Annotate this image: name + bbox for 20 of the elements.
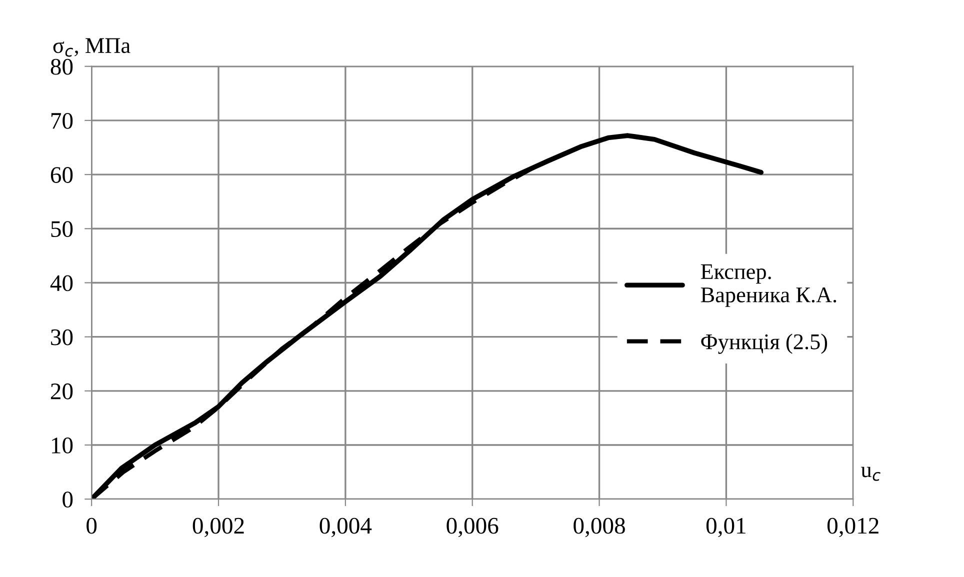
- legend-label: Експер. Вареника К.А.: [700, 264, 836, 307]
- x-tick-label: 0,01: [706, 518, 746, 538]
- y-tick-label: 30: [51, 329, 73, 346]
- x-tick-label: 0,004: [320, 518, 372, 538]
- y-tick-label: 50: [51, 221, 73, 238]
- y-tick-label: 10: [52, 438, 73, 454]
- legend-label: Функція (2.5): [701, 334, 828, 354]
- x-tick-label: 0,006: [446, 518, 498, 538]
- x-tick-label: 0,002: [192, 518, 244, 538]
- y-tick-label: 70: [51, 112, 73, 129]
- x-tick-label: 0: [86, 518, 97, 534]
- y-tick-label: 20: [50, 383, 73, 400]
- x-tick-label: 0,008: [574, 518, 625, 538]
- x-tick-label: 0,012: [827, 518, 878, 538]
- y-tick-label: 40: [50, 275, 73, 292]
- x-axis-title: u$_{c}$: [861, 466, 880, 481]
- y-axis-title: σ$_{c}$, МПа: [53, 38, 130, 57]
- y-tick-label: 80: [50, 58, 73, 75]
- y-tick-label: 0: [62, 492, 73, 508]
- y-tick-label: 60: [50, 167, 73, 183]
